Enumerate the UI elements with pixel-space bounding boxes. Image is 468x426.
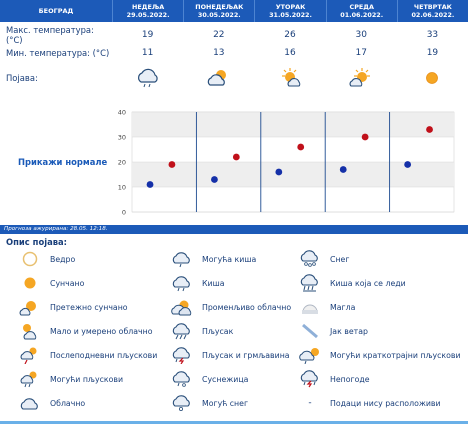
mostly-sunny-icon [349, 68, 371, 87]
legend-item: - Подаци нису расположиви [298, 393, 440, 413]
legend-item: Облачно [18, 393, 85, 413]
y-tick-label: 30 [118, 134, 126, 142]
y-tick-label: 20 [118, 159, 126, 167]
freezing-rain-icon [300, 274, 318, 292]
storm-icon [300, 370, 318, 388]
temperature-chart-plot: 0 10 20 30 40 [118, 109, 455, 217]
max-temp-value: 19 [141, 30, 154, 40]
legend-title: Опис појава: [6, 237, 68, 247]
clear-night-icon [22, 251, 38, 267]
legend-item: Могући пљускови [18, 369, 123, 389]
phenomenon-row: Појава: [0, 66, 468, 90]
max-temp-value: 22 [213, 30, 225, 40]
grid-band [132, 162, 454, 187]
city-name: БЕОГРАД [38, 7, 74, 15]
possible-showers-icon [20, 371, 37, 388]
min-temp-value: 16 [284, 48, 296, 58]
day-header-3: УТОРАК 31.05.2022. [254, 0, 325, 22]
max-temp-point [426, 126, 433, 133]
day-header-2: ПОНЕДЕЉАК 30.05.2022. [183, 0, 254, 22]
min-temp-value: 13 [213, 48, 225, 58]
sun-icon [426, 72, 439, 84]
legend-item: Претежно сунчано [18, 297, 128, 317]
max-temp-point [361, 133, 369, 141]
y-tick-label: 40 [118, 109, 126, 117]
cloud-rain-icon [137, 68, 158, 88]
legend-item: Јак ветар [298, 321, 368, 341]
min-temp-label: Мин. температура: (°C) [6, 48, 110, 58]
possible-snow-icon [172, 395, 190, 411]
max-temp-label: Макс. температура: (°C) [6, 25, 94, 45]
min-temp-value: 11 [141, 48, 154, 58]
legend-item: Снег [298, 249, 349, 269]
legend-item: Могући краткотрајни пљускови [298, 345, 461, 365]
min-temp-point [404, 161, 412, 168]
dash-icon: - [308, 398, 312, 408]
legend-item: Пљусак и грмљавина [170, 345, 290, 365]
min-temp-value: 17 [355, 48, 367, 58]
mostly-sunny-icon [19, 301, 36, 316]
shower-icon [172, 323, 190, 340]
thunderstorm-icon [172, 347, 190, 364]
max-temp-value: 26 [284, 30, 296, 40]
day-header-1: НЕДЕЉА 29.05.2022. [112, 0, 183, 22]
min-temp-value: 19 [426, 48, 439, 58]
mostly-sunny-icon [282, 68, 301, 87]
rain-icon [172, 276, 190, 292]
y-tick-label: 0 [122, 209, 126, 217]
snow-icon [300, 250, 318, 267]
legend-item: Магла [298, 297, 355, 317]
temperature-chart: Прикажи нормале 0 10 20 30 40 [0, 106, 468, 224]
sun-icon [24, 277, 36, 289]
possible-rain-icon [172, 252, 190, 268]
fog-icon [302, 304, 318, 314]
max-temp-point [297, 143, 305, 151]
legend-item: Ведро [18, 249, 75, 269]
show-normals-link[interactable]: Прикажи нормале [18, 157, 108, 167]
legend-item: Послеподневни пљускови [18, 345, 157, 365]
legend-item: Променљиво облачно [170, 297, 291, 317]
day-header-5: ЧЕТВРТАК 02.06.2022. [396, 0, 468, 22]
legend-item: Пљусак [170, 321, 233, 341]
day-header-4: СРЕДА 01.06.2022. [325, 0, 397, 22]
wind-icon [302, 323, 318, 339]
max-temp-row: Макс. температура: (°C) 19 22 26 30 33 [0, 25, 468, 45]
legend-item: Сунчано [18, 273, 84, 293]
min-temp-point [275, 168, 283, 176]
brief-showers-icon [299, 348, 319, 364]
forecast-updated: Прогноза ажурирана: 28.05. 12:18. [0, 225, 468, 234]
partly-cloudy-icon [207, 70, 226, 86]
max-temp-value: 33 [426, 30, 439, 40]
max-temp-point [232, 153, 240, 161]
min-temp-row: Мин. температура: (°C) 11 13 16 17 19 [0, 45, 468, 61]
legend-item: Могућа киша [170, 249, 256, 269]
legend-item: Киша која се леди [298, 273, 406, 293]
forecast-header: БЕОГРАД НЕДЕЉА 29.05.2022. ПОНЕДЕЉАК 30.05… [0, 0, 468, 22]
grid-band [132, 112, 454, 137]
sleet-icon [172, 371, 190, 387]
afternoon-showers-icon [20, 347, 37, 364]
variable-cloudy-icon [171, 300, 192, 316]
min-temp-point [339, 166, 347, 173]
phenomenon-label: Појава: [6, 73, 38, 83]
legend-item: Могућ снег [170, 393, 248, 413]
legend-item: Киша [170, 273, 225, 293]
max-temp-value: 30 [355, 30, 367, 40]
bottom-divider [0, 421, 468, 424]
min-temp-point [211, 176, 218, 183]
legend-item: Непогоде [298, 369, 370, 389]
partly-cloudy-icon [23, 324, 37, 340]
cloud-icon [20, 398, 38, 410]
min-temp-point [146, 181, 154, 188]
y-tick-label: 10 [118, 184, 126, 192]
max-temp-point [168, 161, 176, 168]
legend-item: Мало и умерено облачно [18, 321, 152, 341]
legend-item: Суснежица [170, 369, 248, 389]
